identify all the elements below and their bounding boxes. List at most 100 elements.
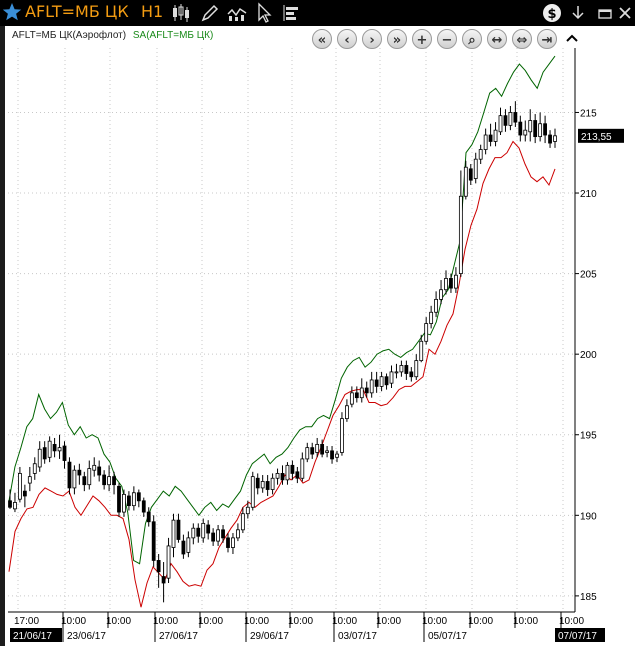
candlestick-icon[interactable] bbox=[170, 2, 192, 24]
symbol-title[interactable]: AFLT=МБ ЦК bbox=[25, 2, 129, 21]
candle-body bbox=[216, 529, 220, 542]
candle-body bbox=[315, 444, 320, 453]
candle-body bbox=[280, 473, 285, 481]
indicator-icon[interactable] bbox=[226, 2, 248, 24]
star-icon[interactable] bbox=[1, 1, 23, 23]
candle-body bbox=[335, 453, 339, 458]
zoom-out-icon[interactable]: − bbox=[437, 29, 457, 49]
candle-body bbox=[483, 134, 488, 150]
candle-body bbox=[523, 129, 528, 136]
chart-grid bbox=[8, 48, 575, 612]
last-price-box bbox=[578, 128, 624, 143]
candle-body bbox=[538, 123, 543, 138]
candle-body bbox=[349, 392, 354, 405]
candle-body bbox=[493, 129, 498, 142]
candle-body bbox=[305, 447, 310, 460]
x-time-label: 10:00 bbox=[288, 616, 313, 627]
legend-indicator[interactable]: SA(AFLT=МБ ЦК) bbox=[132, 30, 214, 41]
start-date-box bbox=[10, 628, 62, 642]
candle-body bbox=[141, 500, 146, 513]
step-back-icon[interactable]: ‹ bbox=[337, 29, 357, 49]
candle-body bbox=[107, 476, 111, 486]
x-time-label: 10:00 bbox=[332, 616, 357, 627]
candle-body bbox=[231, 537, 235, 548]
candle-body bbox=[369, 379, 374, 394]
candle-body bbox=[300, 458, 305, 479]
svg-text:↔: ↔ bbox=[492, 33, 503, 48]
candle-body bbox=[345, 405, 349, 420]
candle-body bbox=[404, 365, 409, 374]
svg-text:⇥: ⇥ bbox=[542, 33, 553, 48]
candle-body bbox=[236, 529, 240, 539]
x-time-label: 10:00 bbox=[106, 616, 131, 627]
svg-text:−: − bbox=[442, 33, 453, 48]
close-icon[interactable] bbox=[614, 2, 635, 24]
x-time-label: 10:00 bbox=[468, 616, 493, 627]
candles bbox=[8, 101, 557, 603]
candle-body bbox=[508, 112, 513, 126]
svg-text:»: » bbox=[393, 33, 401, 48]
objects-icon[interactable] bbox=[280, 2, 302, 24]
y-tick-label: 215 bbox=[580, 108, 597, 119]
candle-body bbox=[67, 461, 72, 489]
candle-body bbox=[513, 112, 518, 123]
x-time-label: 10:00 bbox=[559, 616, 584, 627]
pencil-icon[interactable] bbox=[199, 2, 221, 24]
compress-x-icon[interactable]: ↔ bbox=[487, 29, 507, 49]
candle-body bbox=[548, 134, 552, 144]
svg-text:⇔: ⇔ bbox=[517, 33, 528, 48]
candle-body bbox=[136, 492, 141, 502]
x-date-label: 23/06/17 bbox=[67, 631, 106, 642]
x-time-label: 10:00 bbox=[376, 616, 401, 627]
candle-body bbox=[379, 376, 384, 387]
candle-body bbox=[191, 527, 196, 539]
candle-body bbox=[77, 469, 82, 476]
x-time-label: 10:00 bbox=[513, 616, 538, 627]
candle-body bbox=[399, 365, 404, 373]
candle-body bbox=[42, 447, 47, 460]
candle-body bbox=[206, 524, 211, 534]
candle-body bbox=[468, 168, 473, 181]
fast-forward-icon[interactable]: » bbox=[387, 29, 407, 49]
candle-body bbox=[171, 519, 176, 548]
collapse-icon[interactable] bbox=[562, 29, 582, 49]
candle-body bbox=[528, 120, 533, 133]
candle-body bbox=[186, 537, 191, 553]
candle-body bbox=[419, 340, 424, 362]
x-date-label: 03/07/17 bbox=[338, 631, 377, 642]
candle-body bbox=[389, 371, 394, 384]
candle-body bbox=[47, 440, 52, 458]
candle-body bbox=[72, 469, 77, 489]
cursor-icon[interactable] bbox=[254, 2, 276, 24]
rewind-start-icon[interactable]: « bbox=[312, 29, 332, 49]
candle-body bbox=[181, 540, 186, 555]
candle-body bbox=[454, 274, 458, 289]
expand-x-icon[interactable]: ⇔ bbox=[512, 29, 532, 49]
dollar-icon[interactable]: $ bbox=[541, 2, 563, 24]
go-end-icon[interactable]: ⇥ bbox=[537, 29, 557, 49]
minimize-icon[interactable] bbox=[594, 2, 616, 24]
candle-body bbox=[52, 444, 57, 452]
candle-body bbox=[384, 376, 389, 386]
zoom-in-icon[interactable]: + bbox=[412, 29, 432, 49]
candle-body bbox=[265, 481, 270, 490]
candle-body bbox=[221, 529, 225, 539]
step-forward-icon[interactable]: › bbox=[362, 29, 382, 49]
svg-text:⌕: ⌕ bbox=[467, 33, 475, 48]
candle-body bbox=[310, 447, 315, 455]
candle-body bbox=[449, 278, 453, 289]
x-time-label: 10:00 bbox=[61, 616, 86, 627]
candle-body bbox=[444, 278, 448, 291]
candle-body bbox=[176, 519, 181, 540]
candle-body bbox=[87, 468, 92, 486]
period-title[interactable]: H1 bbox=[141, 2, 164, 21]
download-icon[interactable] bbox=[567, 2, 589, 24]
candle-body bbox=[533, 120, 538, 138]
time-axis: 17:00 10:00 10:00 10:00 10:00 10:00 10:00 10:00… bbox=[10, 612, 605, 642]
zoom-area-icon[interactable]: ⌕ bbox=[462, 29, 482, 49]
x-time-label: 10:00 bbox=[244, 616, 269, 627]
x-date-label: 29/06/17 bbox=[250, 631, 289, 642]
y-tick-label: 185 bbox=[580, 592, 597, 603]
x-time-label: 10:00 bbox=[422, 616, 447, 627]
